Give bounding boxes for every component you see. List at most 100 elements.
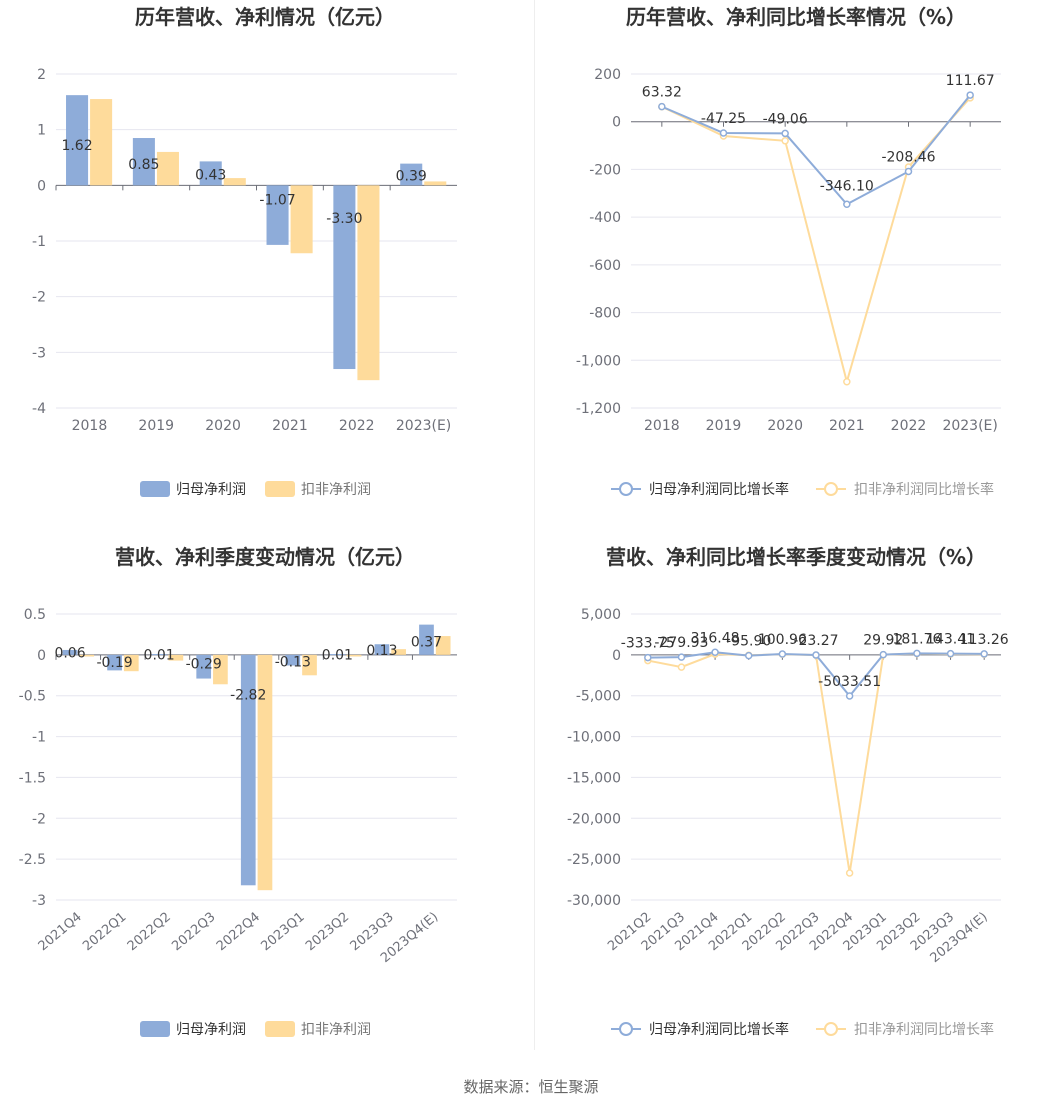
bar-net-profit bbox=[132, 138, 155, 186]
bar-net-profit bbox=[66, 95, 89, 186]
line-data-label: 181.76 bbox=[892, 631, 941, 647]
bar-net-profit bbox=[62, 649, 78, 655]
bar-data-label: 0.06 bbox=[54, 646, 85, 662]
chart-panel-annual-profit: 历年营收、净利情况（亿元） 2 1 0 -1 -2 -3 -4 2018 2019 2020 2021… bbox=[0, 0, 531, 530]
bar-net-profit bbox=[196, 654, 212, 679]
legend-swatch-deducted bbox=[265, 481, 295, 497]
bar-net-profit bbox=[151, 654, 167, 656]
line-data-label: -95.90 bbox=[726, 634, 771, 650]
point-net-profit-growth bbox=[781, 129, 789, 138]
bar-net-profit bbox=[419, 624, 434, 655]
legend-marker-deducted bbox=[824, 482, 838, 496]
legend-swatch-deducted bbox=[265, 1021, 295, 1037]
x-tick-label: 2022Q2 bbox=[125, 910, 174, 955]
bar-deducted-net-profit bbox=[79, 654, 95, 657]
bar-deducted-net-profit bbox=[290, 185, 313, 254]
x-tick-label: 2023Q2 bbox=[303, 910, 352, 955]
point-net-profit-growth bbox=[644, 653, 652, 662]
x-tick-label: 2023(E) bbox=[942, 418, 997, 434]
y-tick-label: -2 bbox=[32, 811, 46, 827]
bar-data-label: 1.62 bbox=[61, 138, 92, 154]
legend-label: 归母净利润 bbox=[176, 481, 246, 498]
bar-net-profit bbox=[374, 644, 390, 655]
legend-label: 扣非净利润 bbox=[301, 482, 371, 498]
point-net-profit-growth bbox=[843, 200, 851, 209]
point-net-profit-growth bbox=[778, 650, 787, 658]
line-data-label: -333.75 bbox=[621, 636, 675, 652]
y-tick-label: -2 bbox=[32, 290, 46, 306]
y-tick-label: -600 bbox=[589, 258, 621, 274]
point-deducted-growth bbox=[781, 137, 789, 145]
y-tick-label: -200 bbox=[589, 162, 621, 178]
chart-panel-quarterly-profit: 营收、净利季度变动情况（亿元） 0.5 0 -0.5 -1 -1.5 -2 -2.5 -3 202… bbox=[0, 540, 531, 1070]
legend-label: 扣非净利润 bbox=[301, 1022, 371, 1038]
point-net-profit-growth bbox=[879, 650, 888, 659]
bar-data-label: 0.85 bbox=[128, 157, 159, 173]
chart-quarterly-profit: 营收、净利季度变动情况（亿元）0.50-0.5-1-1.5-2-2.5-3202… bbox=[19, 545, 457, 1038]
bar-net-profit bbox=[240, 654, 256, 886]
y-tick-label: 5,000 bbox=[581, 607, 621, 623]
x-tick-label: 2022 bbox=[339, 418, 375, 434]
legend-label: 归母净利润同比增长率 bbox=[649, 481, 789, 498]
bar-deducted-net-profit bbox=[156, 151, 179, 186]
y-tick-label: -2.5 bbox=[19, 852, 46, 868]
x-tick-label: 2023(E) bbox=[396, 418, 451, 434]
legend-marker-deducted bbox=[824, 1022, 838, 1036]
y-tick-label: -1 bbox=[32, 234, 46, 250]
bar-deducted-net-profit bbox=[391, 649, 406, 655]
x-tick-label: 2019 bbox=[138, 418, 174, 434]
chart-panel-quarterly-growth: 营收、净利同比增长率季度变动情况（%） 5,000 0 -5,000 -10,000 -1… bbox=[531, 540, 1062, 1070]
chart-quarterly-growth: 营收、净利同比增长率季度变动情况（%） 5,000 0 -5,000 -10,000 -1… bbox=[567, 545, 1009, 1038]
bar-deducted-net-profit bbox=[435, 636, 451, 655]
line-data-label: -5033.51 bbox=[818, 674, 881, 690]
y-tick-label: -25,000 bbox=[567, 852, 621, 868]
x-tick-label: 2023Q1 bbox=[258, 910, 307, 955]
x-tick-label: 2021Q4 bbox=[36, 910, 85, 955]
bar-data-label: 0.37 bbox=[411, 634, 442, 650]
bar-deducted-net-profit bbox=[90, 99, 113, 186]
bar-deducted-net-profit bbox=[302, 654, 317, 676]
line-data-label: -208.46 bbox=[881, 149, 935, 165]
point-net-profit-growth bbox=[946, 649, 955, 658]
x-tick-label: 2019 bbox=[706, 418, 742, 434]
line-data-label: 316.48 bbox=[691, 630, 740, 646]
line-data-label: 100.96 bbox=[758, 632, 807, 648]
y-tick-label: -15,000 bbox=[567, 770, 621, 786]
legend-label: 扣非净利润同比增长率 bbox=[854, 481, 994, 498]
line-data-label: 111.67 bbox=[946, 73, 995, 89]
point-net-profit-growth bbox=[913, 649, 921, 658]
chart-annual-growth: 历年营收、净利同比增长率情况（%） 200 0 -200 -400 -600 -800 -1,… bbox=[576, 5, 1001, 498]
bar-deducted-net-profit bbox=[168, 654, 184, 661]
line-data-label: 63.32 bbox=[642, 85, 682, 101]
y-tick-label: 0 bbox=[612, 648, 621, 664]
line-data-label: -279.93 bbox=[654, 635, 708, 651]
legend-label: 归母净利润 bbox=[176, 1021, 246, 1038]
line-net-profit-growth bbox=[661, 94, 971, 206]
y-tick-label: -1 bbox=[32, 730, 46, 746]
y-tick-label: -4 bbox=[32, 401, 46, 417]
legend-swatch-net-profit bbox=[140, 481, 170, 497]
bar-net-profit bbox=[266, 185, 289, 245]
chart-title: 营收、净利同比增长率季度变动情况（%） bbox=[606, 545, 986, 569]
bar-deducted-net-profit bbox=[357, 185, 380, 381]
bar-data-label: 0.13 bbox=[366, 643, 397, 659]
bar-deducted-net-profit bbox=[223, 178, 246, 186]
bar-net-profit bbox=[285, 654, 301, 666]
legend-marker-net-profit bbox=[619, 482, 633, 496]
point-net-profit-growth bbox=[711, 648, 719, 657]
y-tick-label: 2 bbox=[37, 67, 46, 83]
bar-data-label: -0.13 bbox=[275, 654, 311, 670]
y-tick-label: 0.5 bbox=[24, 607, 46, 623]
y-tick-label: -20,000 bbox=[567, 811, 621, 827]
legend-label: 扣非净利润同比增长率 bbox=[854, 1021, 994, 1038]
point-net-profit-growth bbox=[677, 653, 686, 661]
bar-data-label: -0.29 bbox=[186, 656, 222, 672]
bar-data-label: 0.01 bbox=[144, 647, 175, 663]
panel-divider bbox=[534, 0, 535, 1050]
bar-data-label: 0.43 bbox=[195, 168, 226, 184]
bar-net-profit bbox=[107, 654, 122, 671]
y-tick-label: -1.5 bbox=[19, 770, 46, 786]
line-data-label: -49.06 bbox=[763, 111, 808, 127]
line-deducted-growth bbox=[661, 97, 971, 386]
y-tick-label: -3 bbox=[32, 345, 46, 361]
